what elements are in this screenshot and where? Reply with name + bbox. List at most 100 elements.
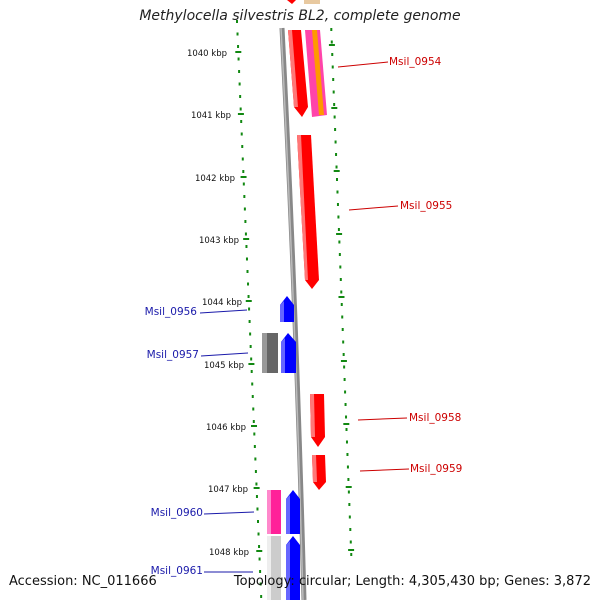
ruler-dot [338, 253, 341, 256]
gene-label-msil-0955[interactable]: Msil_0955 [400, 200, 452, 212]
ruler-major-tick [256, 550, 263, 552]
partial-feature-red [287, 0, 296, 4]
tick-label: 1044 kbp [202, 298, 242, 308]
gene-label-msil-0960[interactable]: Msil_0960 [151, 507, 203, 519]
ruler-dot [240, 120, 243, 123]
feature-light-grey [267, 536, 281, 600]
ruler-major-tick [336, 233, 343, 235]
feature-orange [305, 30, 327, 117]
ruler-dot [255, 495, 258, 498]
genome-summary-text: Topology: circular; Length: 4,305,430 bp… [233, 574, 591, 589]
tick-label: 1047 kbp [208, 485, 248, 495]
ruler-dot [341, 315, 344, 319]
ruler-dot [256, 507, 259, 511]
gene-msil-0960[interactable] [286, 490, 300, 534]
tick-label: 1042 kbp [195, 174, 235, 184]
ruler-dot [348, 503, 351, 506]
ruler-lines [235, 20, 355, 598]
ruler-major-tick [343, 423, 350, 425]
ruler-dot [334, 140, 337, 144]
ruler-dot [251, 395, 254, 398]
ruler-dot [255, 482, 258, 486]
ruler-dot [249, 332, 252, 336]
ruler-dot [336, 190, 339, 194]
ruler-dot [244, 220, 247, 223]
ruler-major-tick [235, 51, 242, 53]
ruler-dot [252, 420, 255, 423]
accession-text: Accession: NC_011666 [9, 574, 157, 589]
ruler-dot [340, 303, 343, 306]
ruler-dot [254, 457, 257, 461]
gene-label-msil-0961[interactable]: Msil_0961 [151, 565, 203, 577]
ruler-dot [237, 57, 240, 61]
tick-label: 1046 kbp [206, 423, 246, 433]
ruler-dot [330, 28, 333, 31]
gene-msil-0958[interactable] [310, 394, 325, 447]
ruler-dot [257, 520, 259, 523]
ruler-dot [333, 103, 336, 106]
ruler-major-tick [328, 44, 335, 46]
tick-labels: 1040 kbp 1041 kbp 1042 kbp 1043 kbp 1044… [187, 49, 249, 558]
ruler-dot [340, 290, 343, 294]
gene-labels: Msil_0954 Msil_0955 Msil_0956 Msil_0957 … [145, 56, 463, 577]
ruler-dot [347, 478, 350, 481]
ruler-dot [238, 70, 241, 73]
ruler-dot [337, 215, 340, 219]
ruler-dot [242, 182, 245, 186]
ruler-dot [331, 65, 334, 69]
ruler-dot [246, 270, 249, 273]
ruler-major-tick [338, 296, 345, 298]
gene-label-msil-0958[interactable]: Msil_0958 [409, 412, 461, 424]
ruler-major-tick [243, 238, 250, 240]
ruler-dot [258, 557, 261, 561]
ruler-dot [346, 465, 349, 469]
ruler-dot [349, 528, 352, 531]
ruler-dot [248, 307, 251, 311]
gene-label-msil-0957[interactable]: Msil_0957 [147, 349, 199, 361]
gene-label-msil-0956[interactable]: Msil_0956 [145, 306, 198, 318]
gene-msil-0955[interactable] [297, 135, 319, 289]
ruler-major-tick [348, 549, 355, 551]
tick-label: 1045 kbp [204, 361, 244, 371]
ruler-dot [236, 20, 238, 23]
gene-label-msil-0959[interactable]: Msil_0959 [410, 463, 462, 475]
ruler-dot [243, 195, 246, 198]
ruler-dot [252, 407, 255, 411]
ruler-dot [249, 345, 252, 348]
ruler-dot [332, 78, 335, 81]
ruler-dot [346, 453, 349, 456]
ruler-dot [339, 278, 342, 281]
tick-label: 1040 kbp [187, 49, 227, 59]
ruler-dot [240, 132, 243, 136]
gene-label-msil-0954[interactable]: Msil_0954 [389, 56, 442, 68]
ruler-major-tick [245, 300, 252, 302]
ruler-dot [238, 82, 241, 86]
ruler-major-tick [331, 107, 338, 109]
ruler-dot [330, 40, 333, 44]
ruler-dot [338, 240, 341, 244]
gene-msil-0961[interactable] [286, 536, 300, 600]
ruler-dot [259, 570, 262, 573]
ruler-dot [239, 107, 242, 111]
ruler-dot [337, 228, 340, 231]
ruler-major-tick [240, 176, 247, 178]
ruler-dot [253, 445, 256, 448]
ruler-dot [342, 340, 345, 344]
gene-msil-0956[interactable] [280, 296, 294, 322]
gene-msil-0959[interactable] [312, 455, 326, 490]
ruler-dot [336, 178, 339, 181]
ruler-dot [258, 545, 261, 548]
ruler-dot [241, 145, 244, 148]
ruler-dot [345, 428, 348, 431]
gene-msil-0954[interactable] [288, 30, 308, 117]
ruler-dot [245, 257, 248, 261]
ruler-dot [347, 490, 350, 494]
tick-label: 1043 kbp [199, 236, 239, 246]
ruler-dot [236, 32, 239, 36]
ruler-dot [260, 595, 263, 598]
ruler-dot [335, 153, 338, 156]
gene-msil-0957[interactable] [281, 333, 296, 373]
ruler-dot [335, 165, 338, 169]
genome-backbone [279, 27, 307, 600]
ruler-dot [332, 90, 335, 94]
